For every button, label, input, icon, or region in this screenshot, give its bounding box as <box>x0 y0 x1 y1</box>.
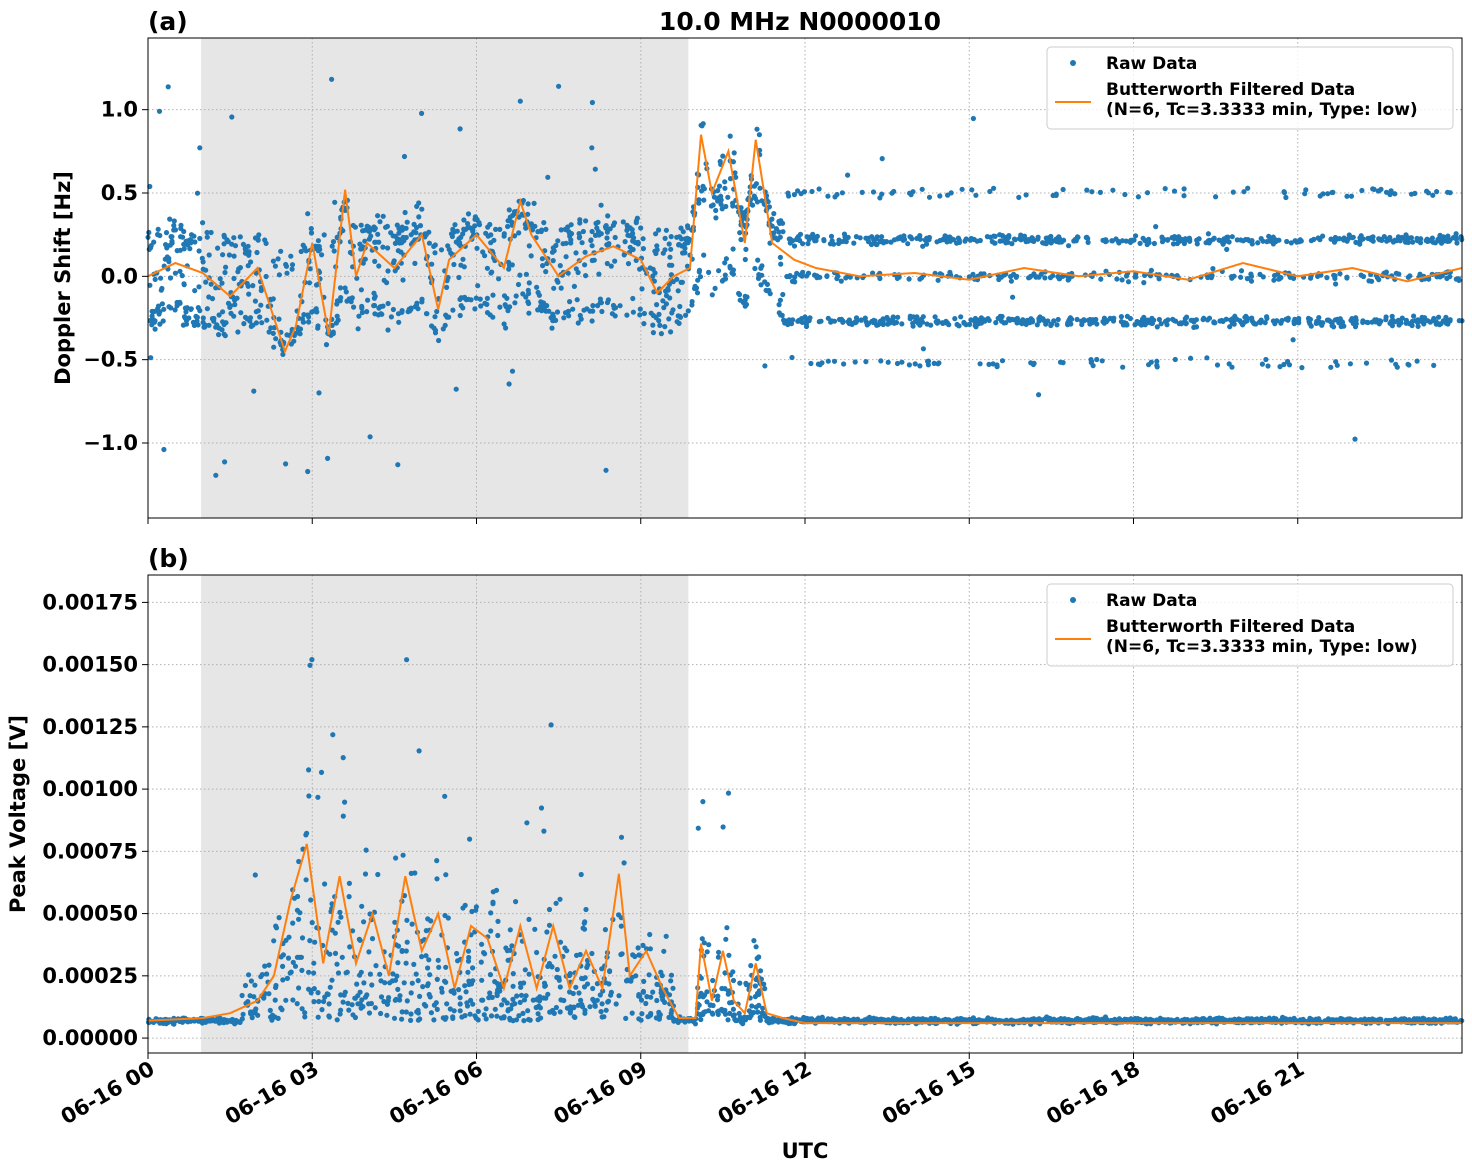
x-tick-label: 06-16 21 <box>1206 1057 1308 1130</box>
panel-b-night-shade <box>201 575 689 1053</box>
y-tick-label: 0.00075 <box>42 839 138 863</box>
y-tick-label: 1.0 <box>101 98 138 122</box>
panel-a-filtered-line <box>147 134 1463 355</box>
panel-a-ylabel: Doppler Shift [Hz] <box>51 171 75 385</box>
x-tick-label: 06-16 00 <box>57 1057 159 1130</box>
legend-box <box>1046 46 1454 130</box>
legend-label-filtered: Butterworth Filtered Data <box>1106 617 1355 637</box>
y-tick-label: 0.00000 <box>42 1026 138 1050</box>
legend-label-raw: Raw Data <box>1106 591 1197 611</box>
y-tick-label: 0.5 <box>101 181 138 205</box>
legend-label-raw: Raw Data <box>1106 54 1197 74</box>
x-axis-label: UTC <box>782 1139 829 1163</box>
panel-b: (b) 0.00000 0.00025 0.00050 0.00075 0.00100 0… <box>6 544 1465 1130</box>
legend-box <box>1046 583 1454 667</box>
y-tick-label: 0.00050 <box>42 902 138 926</box>
x-tick-label: 06-16 15 <box>878 1057 980 1130</box>
panel-b-label: (b) <box>148 544 189 573</box>
y-tick-label: 0.0 <box>101 264 138 288</box>
panel-b-legend: Raw Data Butterworth Filtered Data(N=6, T… <box>1046 583 1454 667</box>
y-tick-label: 0.00100 <box>42 777 138 801</box>
y-tick-label: −1.0 <box>83 431 138 455</box>
figure-title: 10.0 MHz N0000010 <box>659 7 941 36</box>
y-tick-label: 0.00150 <box>42 653 138 677</box>
x-tick-label: 06-16 12 <box>714 1057 816 1130</box>
x-tick-label: 06-16 18 <box>1042 1057 1144 1130</box>
x-tick-label: 06-16 06 <box>385 1057 487 1130</box>
x-tick-label: 06-16 09 <box>549 1057 651 1130</box>
panel-a-label: (a) <box>148 7 188 36</box>
legend-label-filtered: (N=6, Tc=3.3333 min, Type: low) <box>1106 637 1418 657</box>
legend-marker-raw <box>1070 597 1076 603</box>
y-tick-label: 0.00125 <box>42 715 138 739</box>
y-tick-label: −0.5 <box>83 348 138 372</box>
panel-a-legend: Raw Data Butterworth Filtered Data(N=6, T… <box>1046 46 1454 130</box>
legend-label-filtered: (N=6, Tc=3.3333 min, Type: low) <box>1106 100 1418 120</box>
y-tick-label: 0.00175 <box>42 590 138 614</box>
panel-b-ylabel: Peak Voltage [V] <box>6 715 30 913</box>
y-tick-label: 0.00025 <box>42 964 138 988</box>
x-tick-label: 06-16 03 <box>221 1057 323 1130</box>
panel-a: (a) −1.0 −0.5 0.0 0.5 1.0 Doppler Shift [Hz]… <box>51 7 1465 524</box>
legend-label-filtered: Butterworth Filtered Data <box>1106 80 1355 100</box>
panel-b-filtered-line <box>147 843 1462 1025</box>
legend-marker-raw <box>1070 60 1076 66</box>
panel-a-raw-data-points <box>145 76 1465 478</box>
